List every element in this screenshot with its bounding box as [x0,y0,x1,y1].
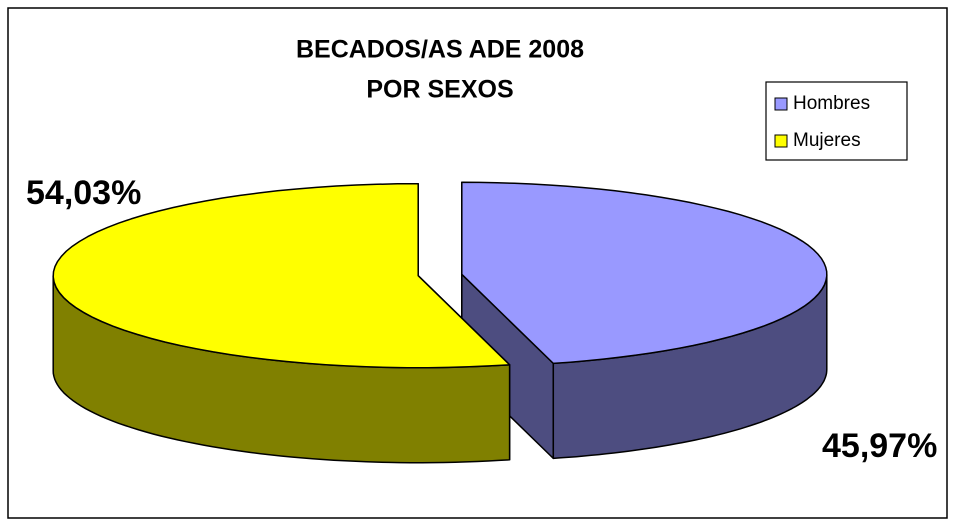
legend-swatch [774,97,788,111]
legend-label: Mujeres [793,130,861,151]
value-label: 45,97% [822,427,937,465]
pie [52,181,828,464]
legend-box [765,81,908,161]
chart-title: POR SEXOS [366,76,513,104]
value-label: 54,03% [26,174,141,212]
chart-title: BECADOS/AS ADE 2008 [296,36,584,64]
legend-swatch [774,134,788,148]
slice-top [52,182,511,369]
legend: Hombres Mujeres [774,93,870,151]
legend-label: Hombres [793,93,870,114]
slice-top [461,181,828,365]
